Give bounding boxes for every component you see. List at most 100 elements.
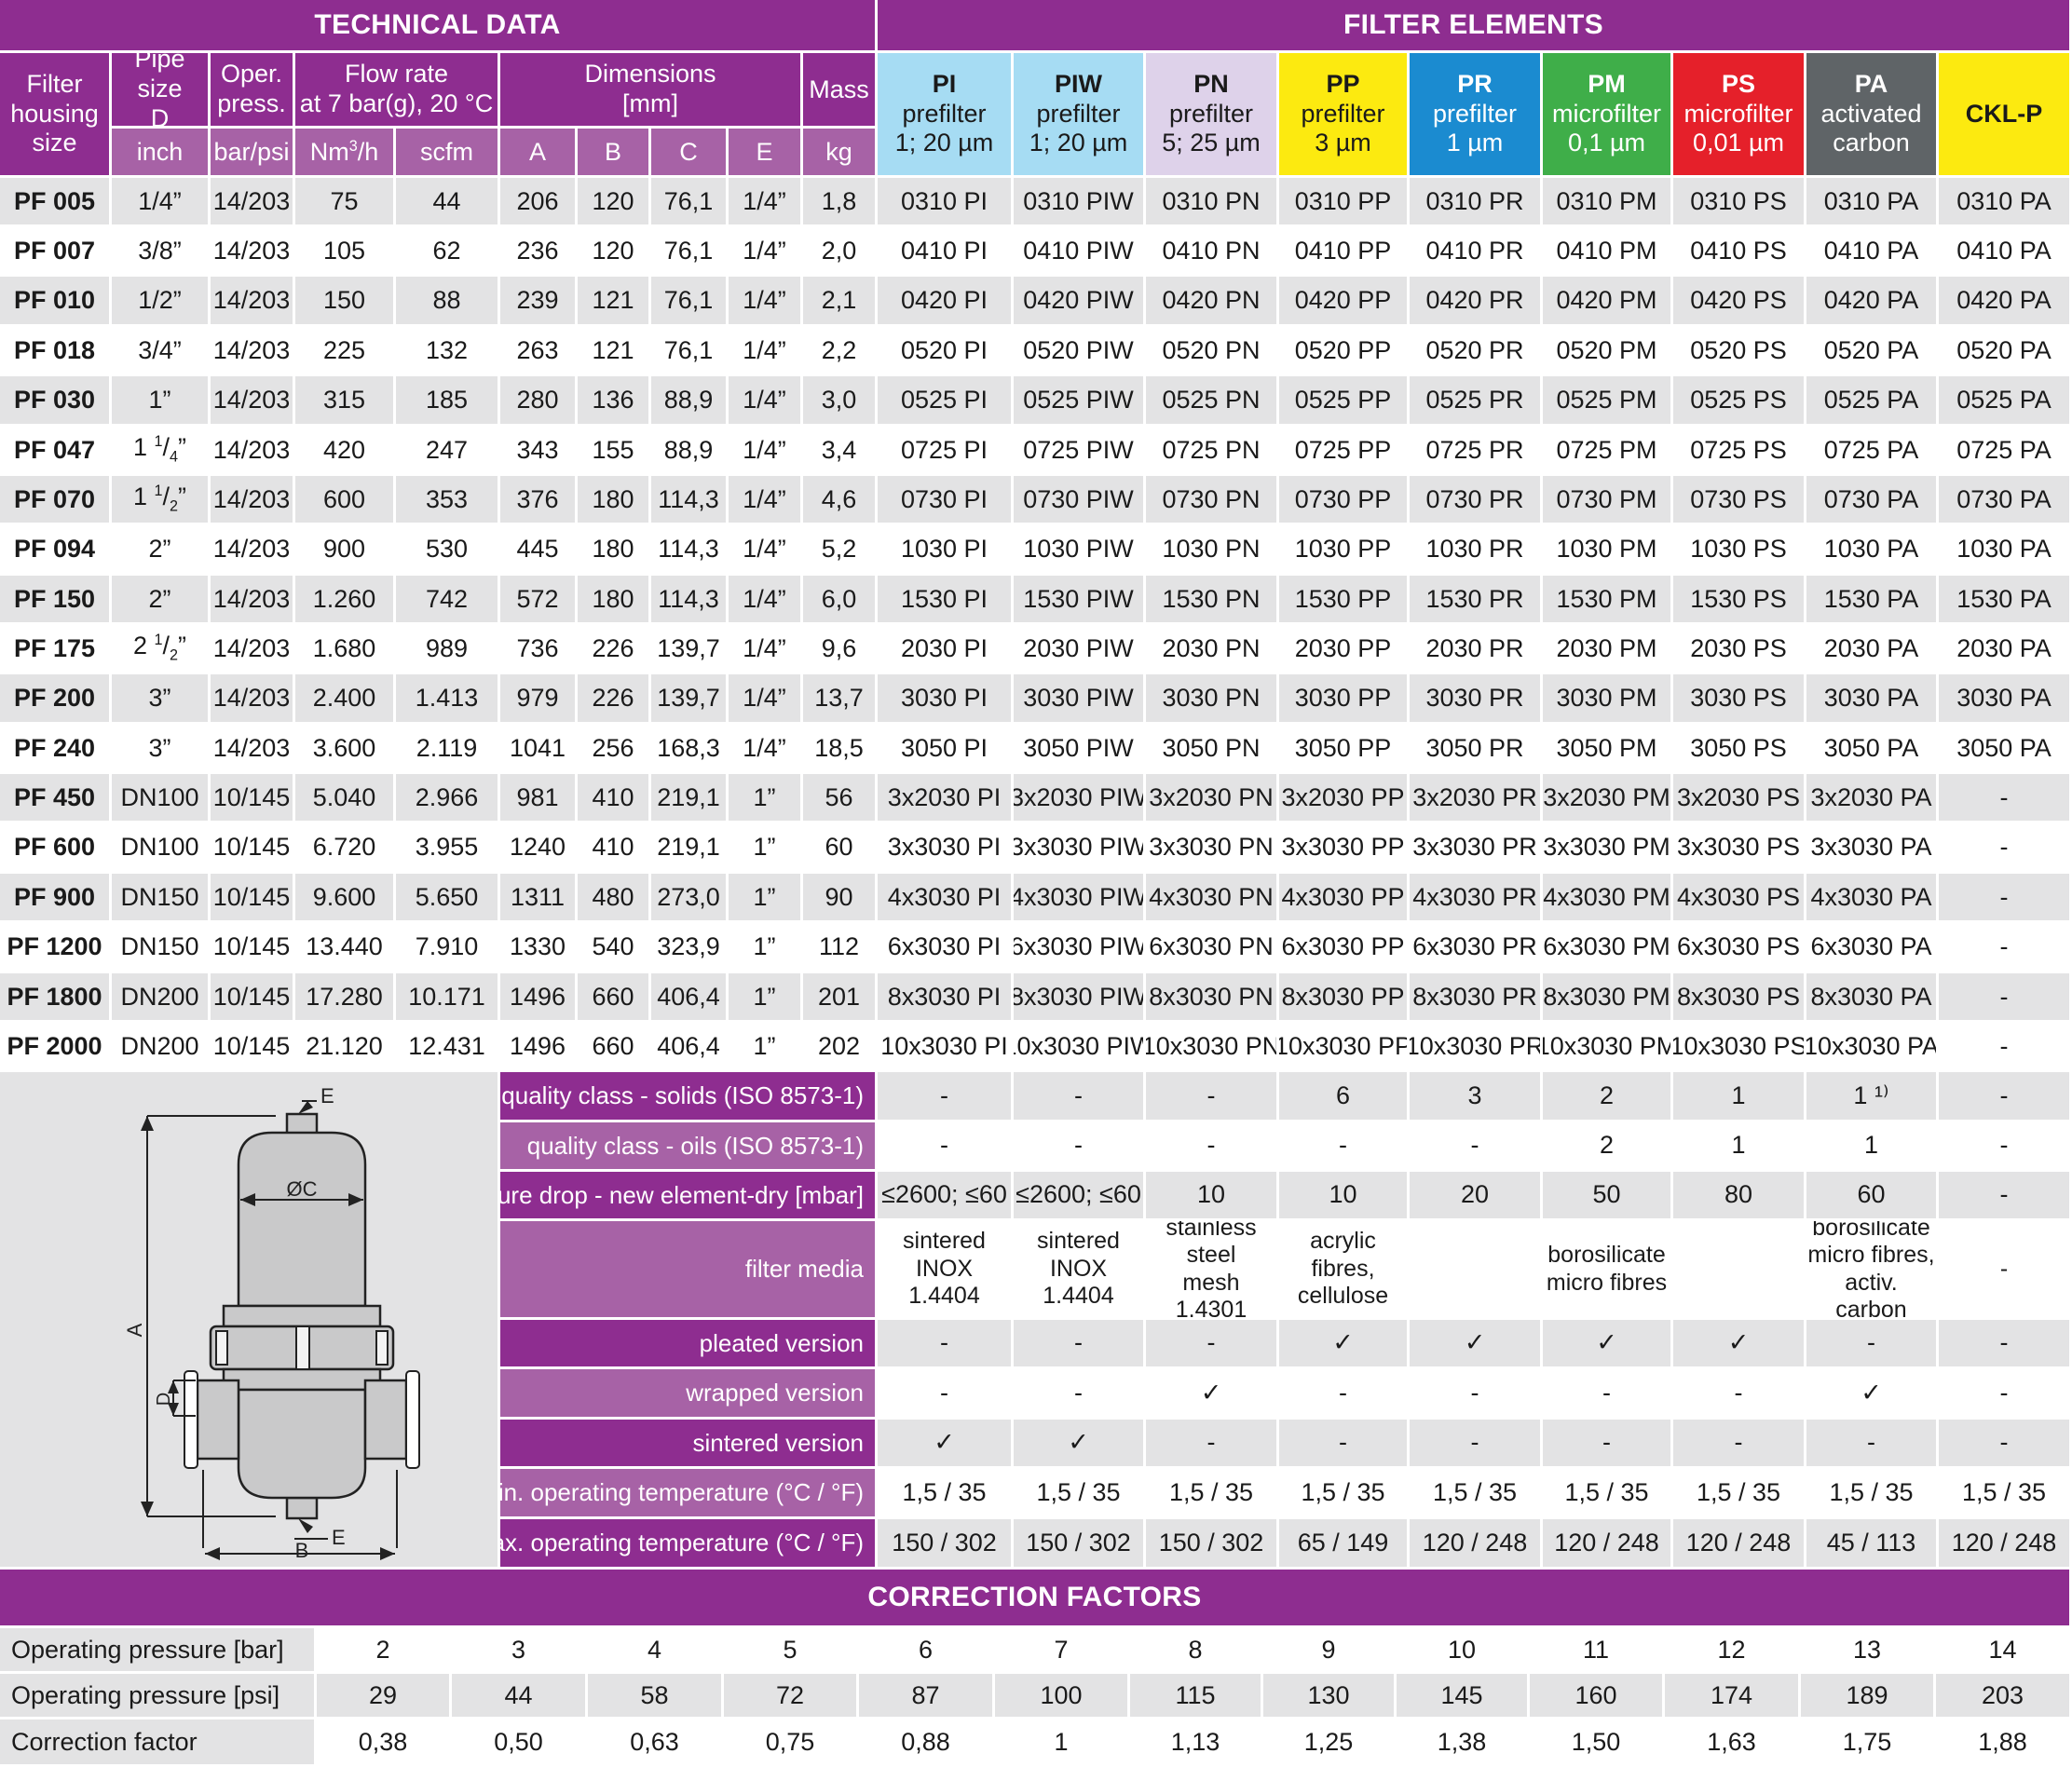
element-part-text: 1530 PA: [1823, 584, 1919, 613]
row-flow-nm: 600: [295, 476, 393, 523]
mass-unit-text: kg: [825, 137, 852, 166]
row-element-pr: 0525 PR: [1410, 376, 1540, 424]
row-dim-b: 540: [578, 923, 648, 971]
prop-value: 3: [1410, 1072, 1540, 1120]
row-element-pa: 6x3030 PA: [1806, 923, 1936, 971]
element-part-text: 0420 PR: [1425, 286, 1524, 314]
dim-value-text: 76,1: [663, 335, 714, 364]
prop-value-text: 1,5 / 35: [1432, 1477, 1518, 1506]
element-type: activated: [1820, 99, 1922, 128]
row-element-ckl-p: -: [1939, 774, 2069, 821]
row-dim-e: 1/4”: [729, 277, 800, 324]
row-element-pp: 0520 PP: [1279, 327, 1407, 374]
flow-scfm-text: 7.910: [415, 932, 479, 960]
oper-press-text: 10/145: [212, 882, 291, 911]
housing-size-text: PF 005: [13, 186, 96, 215]
col-pipe-unit: inch: [112, 129, 208, 175]
row-element-ckl-p: 3030 PA: [1939, 674, 2069, 722]
row-size: PF 240: [0, 725, 109, 771]
row-pipe: 2”: [112, 576, 208, 622]
row-element-pn: 0730 PN: [1146, 476, 1276, 523]
element-code: PI: [932, 69, 957, 98]
row-element-ckl-p: 1530 PA: [1939, 576, 2069, 622]
correction-value: 1,63: [1665, 1719, 1798, 1764]
prop-value: --: [1939, 1221, 2069, 1317]
prop-value-text: 65 / 149: [1297, 1528, 1389, 1556]
correction-value: 4: [588, 1628, 721, 1671]
row-dim-e: 1/4”: [729, 525, 800, 573]
prop-label: pressure drop - new element-dry [mbar]: [500, 1172, 875, 1218]
element-part-text: 0420 PS: [1690, 286, 1787, 314]
row-press: 14/203: [211, 674, 293, 722]
element-part-text: 4x3030 PIW: [1014, 882, 1143, 911]
row-element-pp: 1530 PP: [1279, 576, 1407, 622]
element-part-text: 8x3030 PP: [1281, 982, 1405, 1011]
correction-value-text: 10: [1447, 1635, 1477, 1664]
row-pipe: 3/4”: [112, 327, 208, 374]
correction-value-text: 6: [918, 1635, 934, 1664]
prop-value-text: -: [1999, 1378, 2009, 1407]
row-size: PF 450: [0, 774, 109, 821]
row-mass: 56: [803, 774, 875, 821]
flow-scfm-text: 2.119: [416, 733, 478, 762]
element-part-text: 1530 PN: [1162, 584, 1261, 613]
prop-value: -: [878, 1320, 1011, 1366]
element-part-text: 2030 PR: [1425, 633, 1524, 662]
row-press: 10/145: [211, 823, 293, 871]
row-dim-a: 1240: [500, 823, 575, 871]
row-press: 10/145: [211, 973, 293, 1020]
correction-value-text: 4: [647, 1635, 662, 1664]
row-dim-b: 226: [578, 625, 648, 672]
row-dim-c: 406,4: [651, 1023, 726, 1069]
housing-size-text: PF 175: [13, 633, 96, 662]
row-element-pi: 2030 PI: [878, 625, 1011, 672]
row-mass: 3,0: [803, 376, 875, 424]
housing-size-text: PF 047: [13, 435, 96, 464]
row-press: 14/203: [211, 427, 293, 473]
element-type: prefilter: [1432, 99, 1518, 128]
col-flow-line: Flow rate: [344, 60, 449, 88]
correction-value: 0,38: [317, 1719, 449, 1764]
element-part-text: 1530 PIW: [1023, 584, 1134, 613]
flow-nm-text: 21.120: [306, 1031, 383, 1060]
correction-value: 3: [452, 1628, 585, 1671]
row-element-pp: 3x2030 PP: [1279, 774, 1407, 821]
row-dim-b: 410: [578, 823, 648, 871]
dim-value-text: 660: [592, 1031, 634, 1060]
dim-value-text: 540: [592, 932, 634, 960]
correction-value-text: 44: [504, 1680, 533, 1709]
element-part-text: 0730 PI: [900, 484, 988, 513]
element-part-text: 0410 PI: [900, 236, 988, 265]
row-element-pa: 1030 PA: [1806, 525, 1936, 573]
flow-scfm-text: 62: [432, 236, 461, 265]
element-header-ps: PS microfilter 0,01 µm: [1673, 53, 1804, 175]
prop-value-text: -: [1999, 1180, 2009, 1209]
prop-value-text: -: [1867, 1428, 1875, 1457]
row-element-pp: 0420 PP: [1279, 277, 1407, 324]
element-part-text: 0730 PA: [1823, 484, 1919, 513]
row-size: PF 600: [0, 823, 109, 871]
prop-value: -: [1939, 1172, 2069, 1218]
col-press-line: Oper.: [220, 60, 283, 88]
prop-value-text: -: [1206, 1328, 1216, 1357]
row-press: 14/203: [211, 625, 293, 672]
prop-value-text: -: [1074, 1131, 1083, 1160]
row-element-pr: 8x3030 PR: [1410, 973, 1540, 1020]
housing-size-text: PF 010: [13, 286, 96, 314]
element-part-text: 0420 PIW: [1023, 286, 1134, 314]
dim-value-text: 572: [516, 584, 559, 613]
dim-value-text: 410: [592, 833, 634, 861]
prop-value: 1,5 / 35: [1279, 1469, 1407, 1516]
prop-value-text: 150 / 302: [1158, 1528, 1264, 1556]
element-part-text: 2030 PM: [1556, 633, 1657, 662]
row-pipe: 1 1/2”1 1/2”: [112, 476, 208, 523]
element-part-text: -: [1999, 833, 2009, 861]
row-dim-c: 219,1: [651, 774, 726, 821]
row-size: PF 018: [0, 327, 109, 374]
pipe-size-text: 1/2”: [138, 286, 182, 314]
row-size: PF 1200: [0, 923, 109, 971]
element-part-text: 6x3030 PA: [1810, 932, 1932, 960]
row-element-piw: 1030 PIW: [1014, 525, 1143, 573]
prop-value: ✓: [1146, 1369, 1276, 1417]
row-dim-a: 1330: [500, 923, 575, 971]
